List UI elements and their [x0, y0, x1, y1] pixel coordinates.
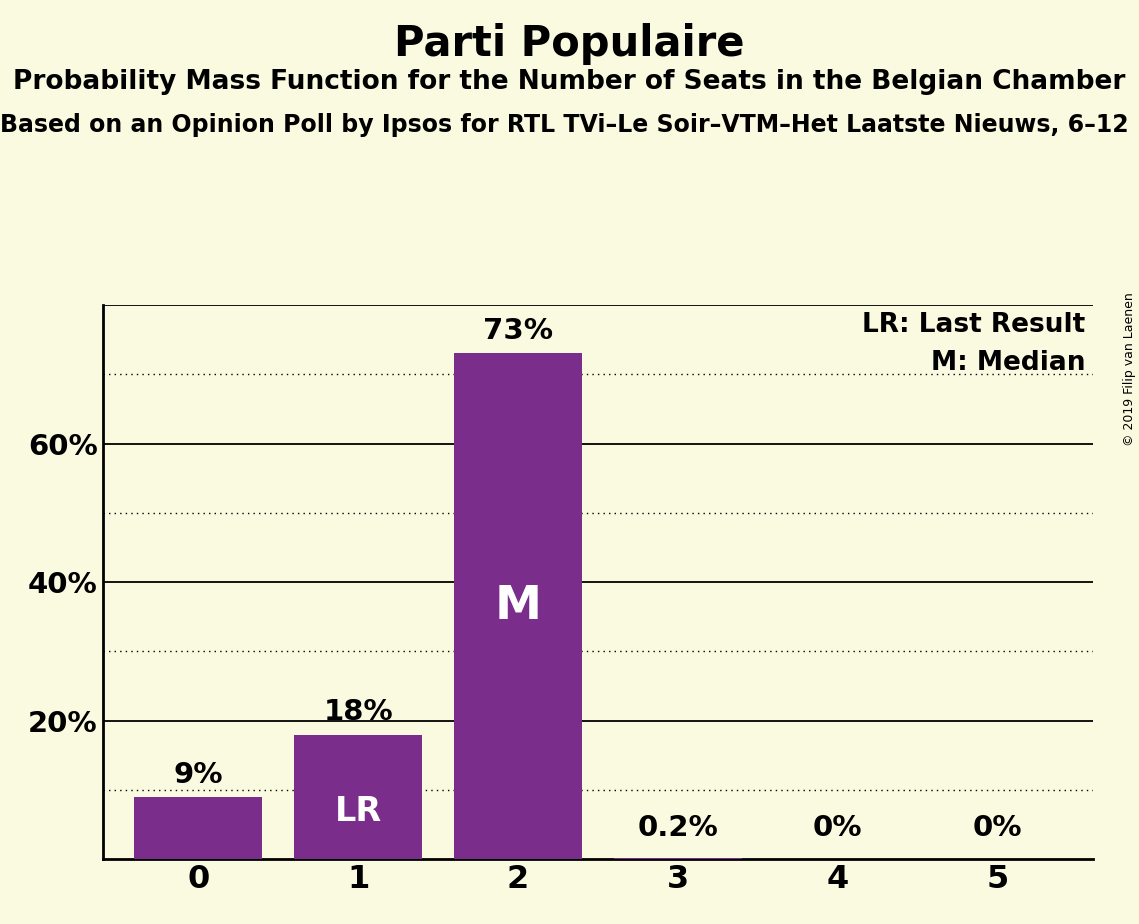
Bar	[294, 735, 423, 859]
Bar	[134, 796, 262, 859]
Text: 9%: 9%	[173, 760, 223, 789]
Text: LR: Last Result: LR: Last Result	[862, 312, 1085, 338]
Text: M: M	[494, 584, 541, 629]
Text: M: Median: M: Median	[931, 350, 1085, 376]
Text: Based on an Opinion Poll by Ipsos for RTL TVi–Le Soir–VTM–Het Laatste Nieuws, 6–: Based on an Opinion Poll by Ipsos for RT…	[0, 113, 1139, 137]
Text: LR: LR	[335, 796, 382, 829]
Text: 0.2%: 0.2%	[638, 814, 719, 842]
Text: 0%: 0%	[813, 814, 862, 842]
Bar	[614, 857, 741, 859]
Text: 18%: 18%	[323, 699, 393, 726]
Text: 0%: 0%	[973, 814, 1023, 842]
Text: Parti Populaire: Parti Populaire	[394, 23, 745, 65]
Text: Probability Mass Function for the Number of Seats in the Belgian Chamber: Probability Mass Function for the Number…	[14, 69, 1125, 95]
Bar	[454, 354, 582, 859]
Text: © 2019 Filip van Laenen: © 2019 Filip van Laenen	[1123, 293, 1137, 446]
Text: 73%: 73%	[483, 317, 554, 346]
